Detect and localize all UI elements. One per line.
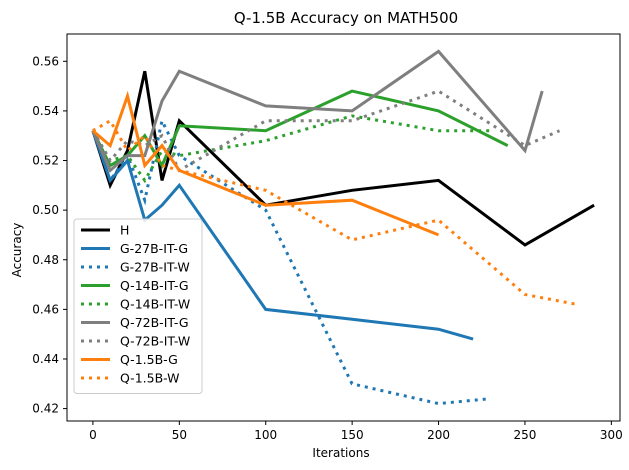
y-axis-label: Accuracy xyxy=(10,223,24,278)
legend-label-g-27b-it-w: G-27B-IT-W xyxy=(120,260,190,275)
legend-label-q-14b-it-w: Q-14B-IT-W xyxy=(120,297,190,312)
legend: H G-27B-IT-G G-27B-IT-W Q-14B-IT-G Q-14B-IT-… xyxy=(73,218,203,394)
x-tick-label: 100 xyxy=(254,428,277,442)
y-tick-label: 0.48 xyxy=(32,253,59,267)
series-line-q-72b-it-g xyxy=(91,49,544,173)
x-tick-label: 50 xyxy=(172,428,187,442)
series-line-q-14b-it-g xyxy=(91,89,509,169)
x-tick-label: 0 xyxy=(89,428,97,442)
legend-label-q-1-5b-w: Q-1.5B-W xyxy=(120,371,180,386)
plot-area xyxy=(91,49,595,406)
x-tick-label: 300 xyxy=(600,428,623,442)
y-tick-label: 0.56 xyxy=(32,54,59,68)
series-line-q-1-5b-w xyxy=(92,118,578,306)
x-tick-label: 250 xyxy=(514,428,537,442)
y-tick-label: 0.42 xyxy=(32,402,59,416)
x-axis-label: Iterations xyxy=(312,446,369,460)
y-tick-label: 0.54 xyxy=(32,104,59,118)
plot-frame xyxy=(66,33,621,422)
legend-label-q-1-5b-g: Q-1.5B-G xyxy=(120,352,178,367)
legend-label-h: H xyxy=(120,223,129,238)
y-tick-label: 0.50 xyxy=(32,203,59,217)
axes: 0 50 100 150 200 250 300 0.42 0.44 0.46 0.48 0.50 0.… xyxy=(32,33,623,442)
x-tick-label: 150 xyxy=(341,428,364,442)
chart-title: Q-1.5B Accuracy on MATH500 xyxy=(234,9,458,27)
y-tick-label: 0.44 xyxy=(32,352,59,366)
y-tick-label: 0.52 xyxy=(32,154,59,168)
y-tick-label: 0.46 xyxy=(32,302,59,316)
x-tick-label: 200 xyxy=(427,428,450,442)
legend-label-q-14b-it-g: Q-14B-IT-G xyxy=(120,278,189,293)
legend-box xyxy=(73,218,203,394)
legend-label-g-27b-it-g: G-27B-IT-G xyxy=(120,241,188,256)
series-line-q-1-5b-g xyxy=(91,90,440,237)
legend-label-q-72b-it-g: Q-72B-IT-G xyxy=(120,315,189,330)
legend-label-q-72b-it-w: Q-72B-IT-W xyxy=(120,334,190,349)
